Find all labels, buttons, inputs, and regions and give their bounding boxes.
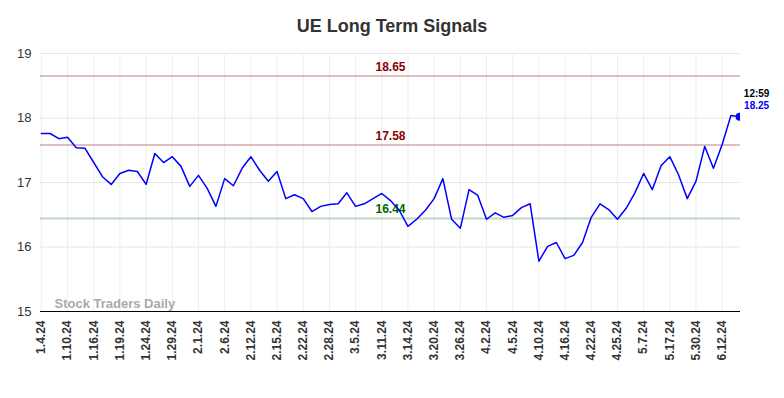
svg-text:1.4.24: 1.4.24 <box>34 320 48 354</box>
svg-text:4.25.24: 4.25.24 <box>610 320 624 360</box>
svg-text:3.26.24: 3.26.24 <box>453 320 467 360</box>
svg-text:16: 16 <box>17 239 31 254</box>
svg-text:12:59: 12:59 <box>744 88 770 99</box>
svg-text:19: 19 <box>17 46 31 61</box>
svg-text:4.16.24: 4.16.24 <box>558 320 572 360</box>
svg-text:4.22.24: 4.22.24 <box>584 320 598 360</box>
svg-text:2.22.24: 2.22.24 <box>296 320 310 360</box>
svg-text:1.19.24: 1.19.24 <box>113 320 127 360</box>
svg-text:Stock Traders Daily: Stock Traders Daily <box>55 296 176 311</box>
svg-text:4.10.24: 4.10.24 <box>532 320 546 360</box>
svg-text:3.5.24: 3.5.24 <box>348 320 362 354</box>
svg-text:1.24.24: 1.24.24 <box>139 320 153 360</box>
svg-text:3.14.24: 3.14.24 <box>401 320 415 360</box>
svg-text:18.25: 18.25 <box>744 100 769 111</box>
svg-text:15: 15 <box>17 304 31 319</box>
svg-text:16.44: 16.44 <box>375 202 406 217</box>
svg-text:5.7.24: 5.7.24 <box>636 320 650 354</box>
svg-text:18.65: 18.65 <box>375 60 405 74</box>
svg-text:1.16.24: 1.16.24 <box>87 320 101 360</box>
svg-text:1.29.24: 1.29.24 <box>165 320 179 360</box>
svg-text:2.1.24: 2.1.24 <box>191 320 205 354</box>
svg-text:1.10.24: 1.10.24 <box>60 320 74 360</box>
svg-text:3.11.24: 3.11.24 <box>375 320 389 360</box>
svg-text:2.28.24: 2.28.24 <box>322 320 336 360</box>
svg-text:2.6.24: 2.6.24 <box>218 320 232 354</box>
svg-text:3.20.24: 3.20.24 <box>427 320 441 360</box>
svg-text:4.2.24: 4.2.24 <box>479 320 493 354</box>
svg-text:18: 18 <box>17 110 31 125</box>
svg-text:6.12.24: 6.12.24 <box>715 320 729 360</box>
svg-text:5.30.24: 5.30.24 <box>689 320 703 360</box>
html-text:UE Long Term Signals: UE Long Term Signals <box>296 16 488 36</box>
svg-text:5.17.24: 5.17.24 <box>663 320 677 360</box>
svg-text:2.15.24: 2.15.24 <box>270 320 284 360</box>
svg-text:2.12.24: 2.12.24 <box>244 320 258 360</box>
svg-text:17.58: 17.58 <box>375 129 405 143</box>
svg-text:17: 17 <box>17 175 31 190</box>
svg-text:4.5.24: 4.5.24 <box>506 320 520 354</box>
